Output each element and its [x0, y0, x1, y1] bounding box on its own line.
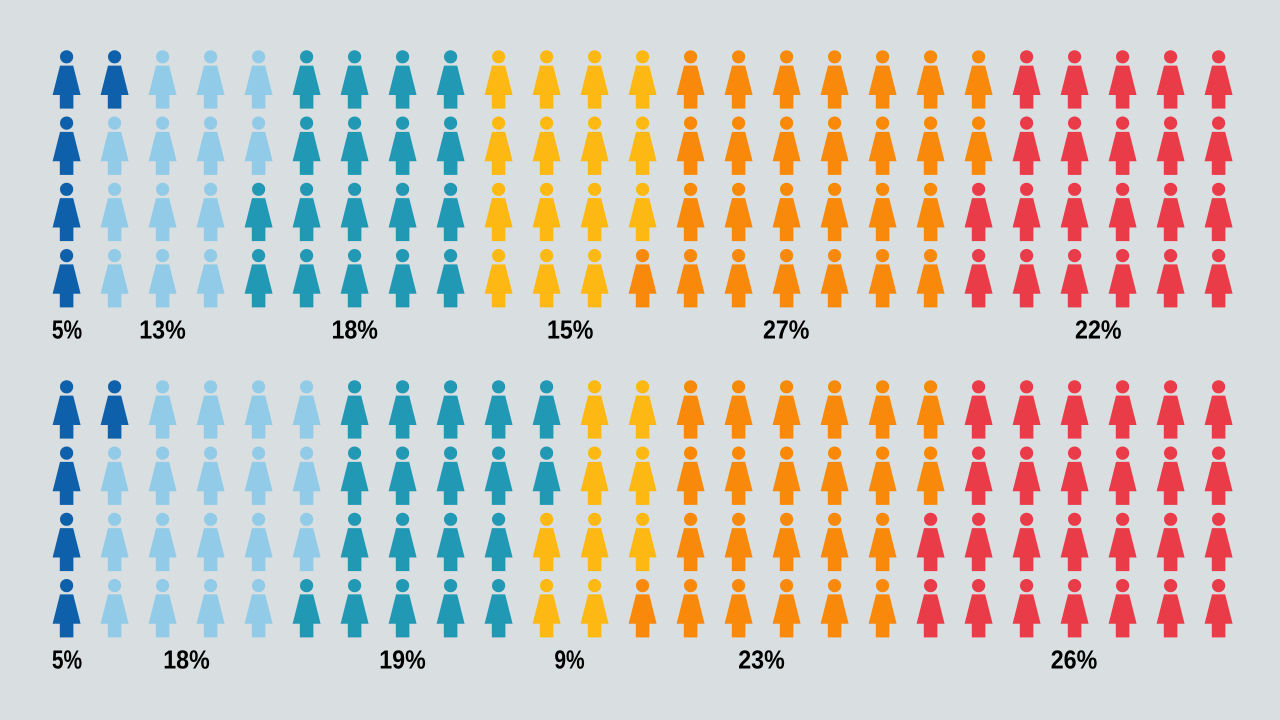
svg-text:5%: 5%	[52, 314, 82, 344]
svg-text:15%: 15%	[547, 314, 594, 344]
svg-text:19%: 19%	[379, 644, 426, 674]
svg-text:23%: 23%	[738, 644, 785, 674]
svg-text:22%: 22%	[1075, 314, 1122, 344]
svg-text:5%: 5%	[52, 644, 82, 674]
svg-text:13%: 13%	[139, 314, 186, 344]
svg-text:27%: 27%	[763, 314, 810, 344]
svg-text:18%: 18%	[163, 644, 210, 674]
svg-text:26%: 26%	[1051, 644, 1098, 674]
svg-text:18%: 18%	[331, 314, 378, 344]
svg-text:9%: 9%	[554, 644, 584, 674]
